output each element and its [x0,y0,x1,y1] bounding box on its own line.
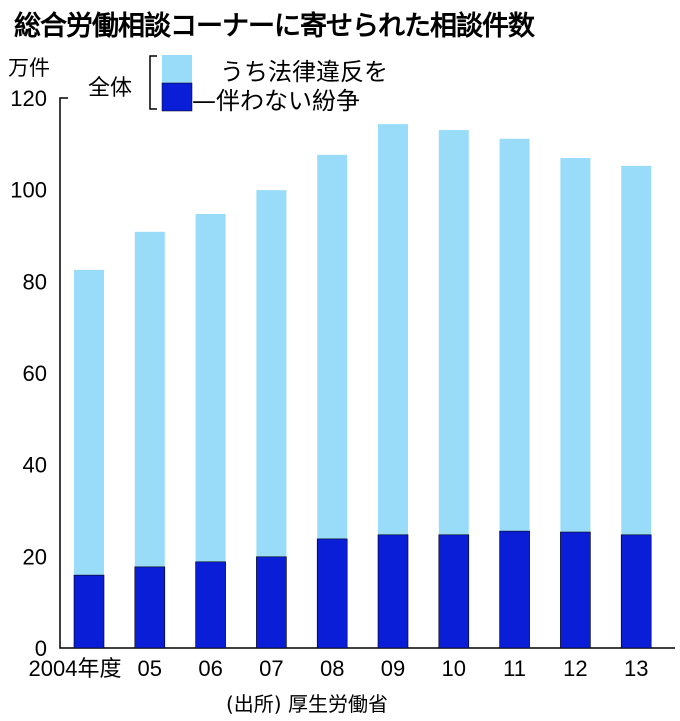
x-tick-label: 08 [320,656,344,681]
legend-swatch-dispute [161,82,193,112]
bar-dispute [134,566,166,649]
bar-dispute [620,534,652,649]
legend-label-line2-text: 伴わない紛争 [216,87,360,115]
source-note: (出所) 厚生労働省 [226,692,388,716]
bar-dispute [560,531,591,649]
axis-line [59,97,675,649]
bar-dispute [499,530,530,649]
legend-total-label: 全体 [88,76,133,101]
x-tick-label: 13 [624,656,648,681]
x-tick-label: 2004年度 [29,656,122,681]
bar-dispute [316,538,348,649]
x-tick-label: 07 [259,656,283,681]
bar-dispute [438,534,470,649]
bar-dispute [73,574,105,649]
chart-title: 総合労働相談コーナーに寄せられた相談件数 [14,11,535,42]
y-tick-label: 100 [10,178,47,203]
y-tick-label: 120 [10,86,47,111]
y-axis-unit: 万件 [8,56,50,80]
x-tick-label: 10 [442,656,466,681]
x-tick-label: 12 [563,656,587,681]
y-tick-label: 0 [35,636,47,661]
legend-bracket [149,55,157,110]
legend-label-line1: うち法律違反を [220,58,388,86]
x-tick-label: 06 [198,656,222,681]
x-tick-label: 11 [503,656,526,681]
legend-swatch-total [162,55,192,83]
legend-label-line2: —伴わない紛争 [192,87,360,115]
x-tick-label: 09 [381,656,405,681]
bar-dispute [377,534,409,649]
x-tick-label: 05 [138,656,162,681]
y-tick-label: 60 [23,361,47,386]
y-tick-label: 40 [23,453,47,478]
bar-dispute [195,561,226,649]
y-tick-label: 80 [23,269,47,294]
y-tick-label: 20 [23,544,47,569]
bar-dispute [256,556,287,649]
